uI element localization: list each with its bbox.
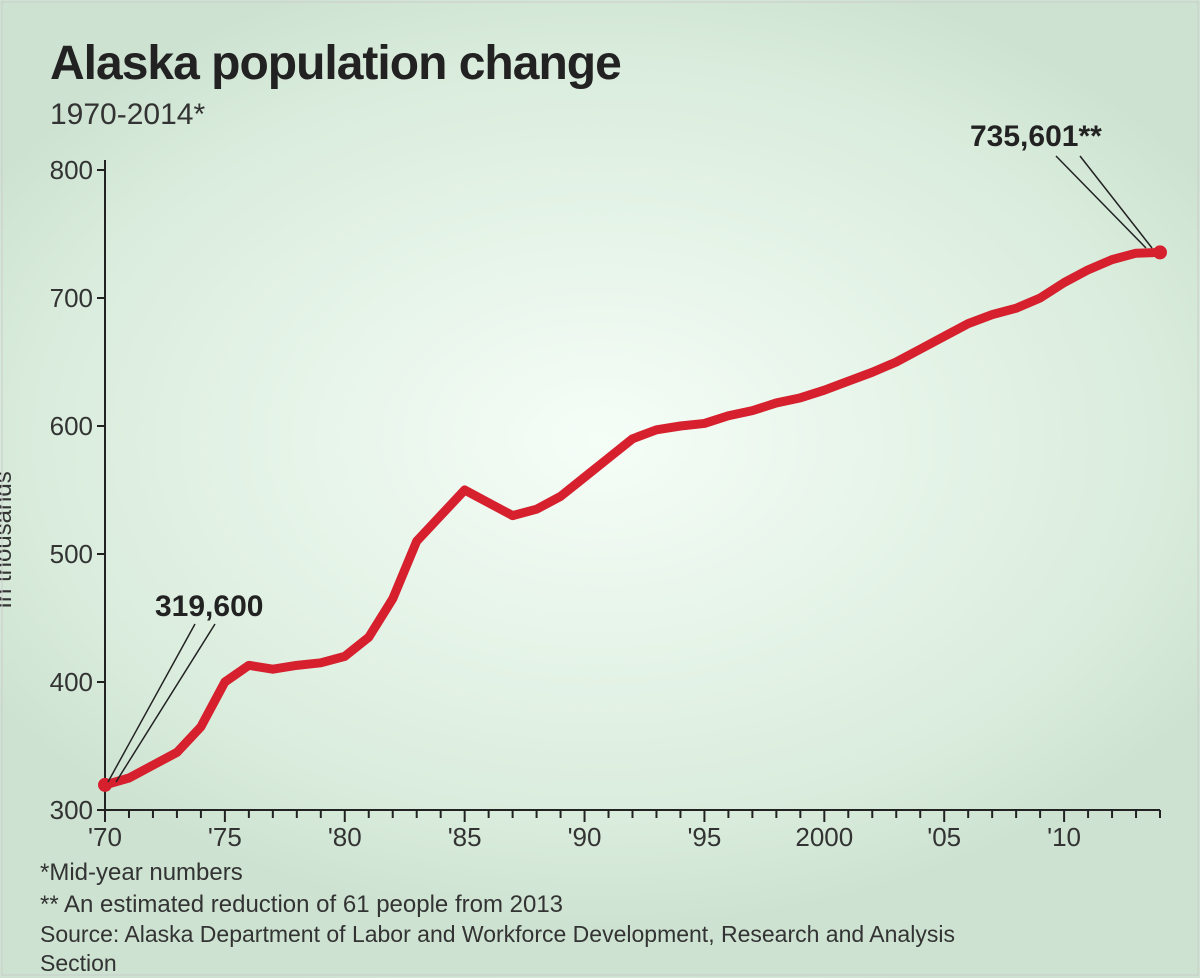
y-tick-label: 400	[43, 667, 93, 698]
x-tick-label: '75	[185, 822, 265, 853]
x-tick-label: '10	[1024, 822, 1104, 853]
y-tick-label: 600	[43, 411, 93, 442]
x-tick-label: 2000	[784, 822, 864, 853]
y-tick-label: 500	[43, 539, 93, 570]
x-tick-label: '80	[305, 822, 385, 853]
x-tick-label: '70	[65, 822, 145, 853]
x-tick-label: '05	[904, 822, 984, 853]
y-tick-label: 700	[43, 283, 93, 314]
x-tick-label: '90	[545, 822, 625, 853]
x-tick-label: '95	[664, 822, 744, 853]
x-tick-label: '85	[425, 822, 505, 853]
y-tick-label: 800	[43, 155, 93, 186]
